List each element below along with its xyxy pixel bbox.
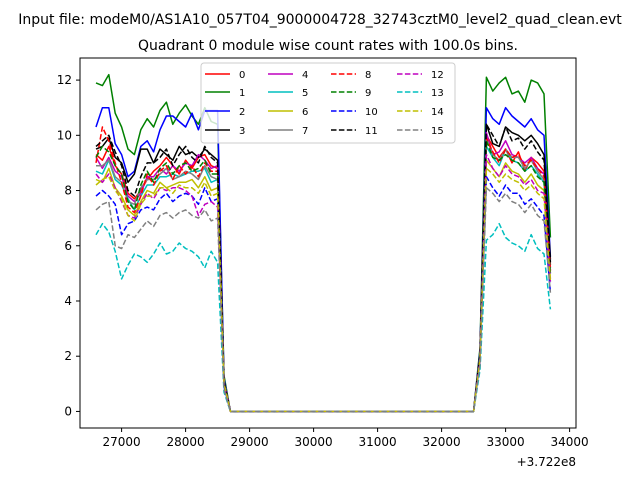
series-line-7: [96, 137, 552, 413]
legend-label-15: 15: [431, 126, 444, 137]
y-tick-label: 2: [64, 349, 72, 363]
legend-label-5: 5: [302, 88, 308, 99]
x-axis-ticks: 27000 28000 29000 30000 31000 32000 33000 34000: [103, 428, 589, 449]
figure-suptitle: Input file: modeM0/AS1A10_057T04_9000004…: [18, 12, 622, 28]
x-tick-label: 34000: [551, 435, 589, 449]
x-tick-label: 31000: [359, 435, 397, 449]
x-axis-offset-label: +3.722e8: [517, 455, 576, 469]
series-line-11: [95, 123, 552, 413]
series-line-15: [95, 187, 552, 413]
series-line-14: [95, 167, 552, 413]
series-line-10: [95, 175, 552, 413]
legend-label-3: 3: [239, 126, 245, 137]
plot-area: [79, 57, 577, 429]
y-tick-label: 8: [64, 184, 72, 198]
x-tick-label: 32000: [423, 435, 461, 449]
legend-label-12: 12: [431, 70, 444, 81]
series-line-9: [95, 140, 552, 413]
x-tick-label: 29000: [231, 435, 269, 449]
x-tick-label: 27000: [103, 435, 141, 449]
y-tick-label: 12: [57, 73, 72, 87]
legend-label-13: 13: [431, 88, 444, 99]
legend-label-14: 14: [431, 107, 444, 118]
series-line-8: [95, 126, 552, 413]
series-line-3: [95, 123, 552, 413]
y-axis-ticks: 0 2 4 6 8 10 12: [57, 73, 80, 418]
y-tick-label: 10: [57, 128, 72, 142]
legend-label-1: 1: [239, 88, 245, 99]
legend-label-2: 2: [239, 107, 245, 118]
chart-title: Quadrant 0 module wise count rates with …: [138, 38, 518, 54]
legend-label-8: 8: [365, 70, 371, 81]
series-line-6: [95, 159, 552, 413]
x-tick-label: 30000: [295, 435, 333, 449]
y-tick-label: 4: [64, 294, 72, 308]
legend-label-9: 9: [365, 88, 371, 99]
legend-label-10: 10: [365, 107, 378, 118]
legend-frame: [200, 62, 456, 144]
series-line-13: [95, 222, 552, 413]
series-line-0: [95, 134, 552, 413]
legend-label-0: 0: [239, 70, 245, 81]
legend-label-7: 7: [302, 126, 308, 137]
y-tick-label: 6: [64, 239, 72, 253]
axes-frame: [79, 57, 577, 429]
series-line-12: [95, 153, 552, 413]
x-tick-label: 28000: [167, 435, 205, 449]
legend-label-4: 4: [302, 70, 308, 81]
x-tick-label: 33000: [487, 435, 525, 449]
legend-label-11: 11: [365, 126, 378, 137]
legend-label-6: 6: [302, 107, 308, 118]
y-tick-label: 0: [64, 404, 72, 418]
